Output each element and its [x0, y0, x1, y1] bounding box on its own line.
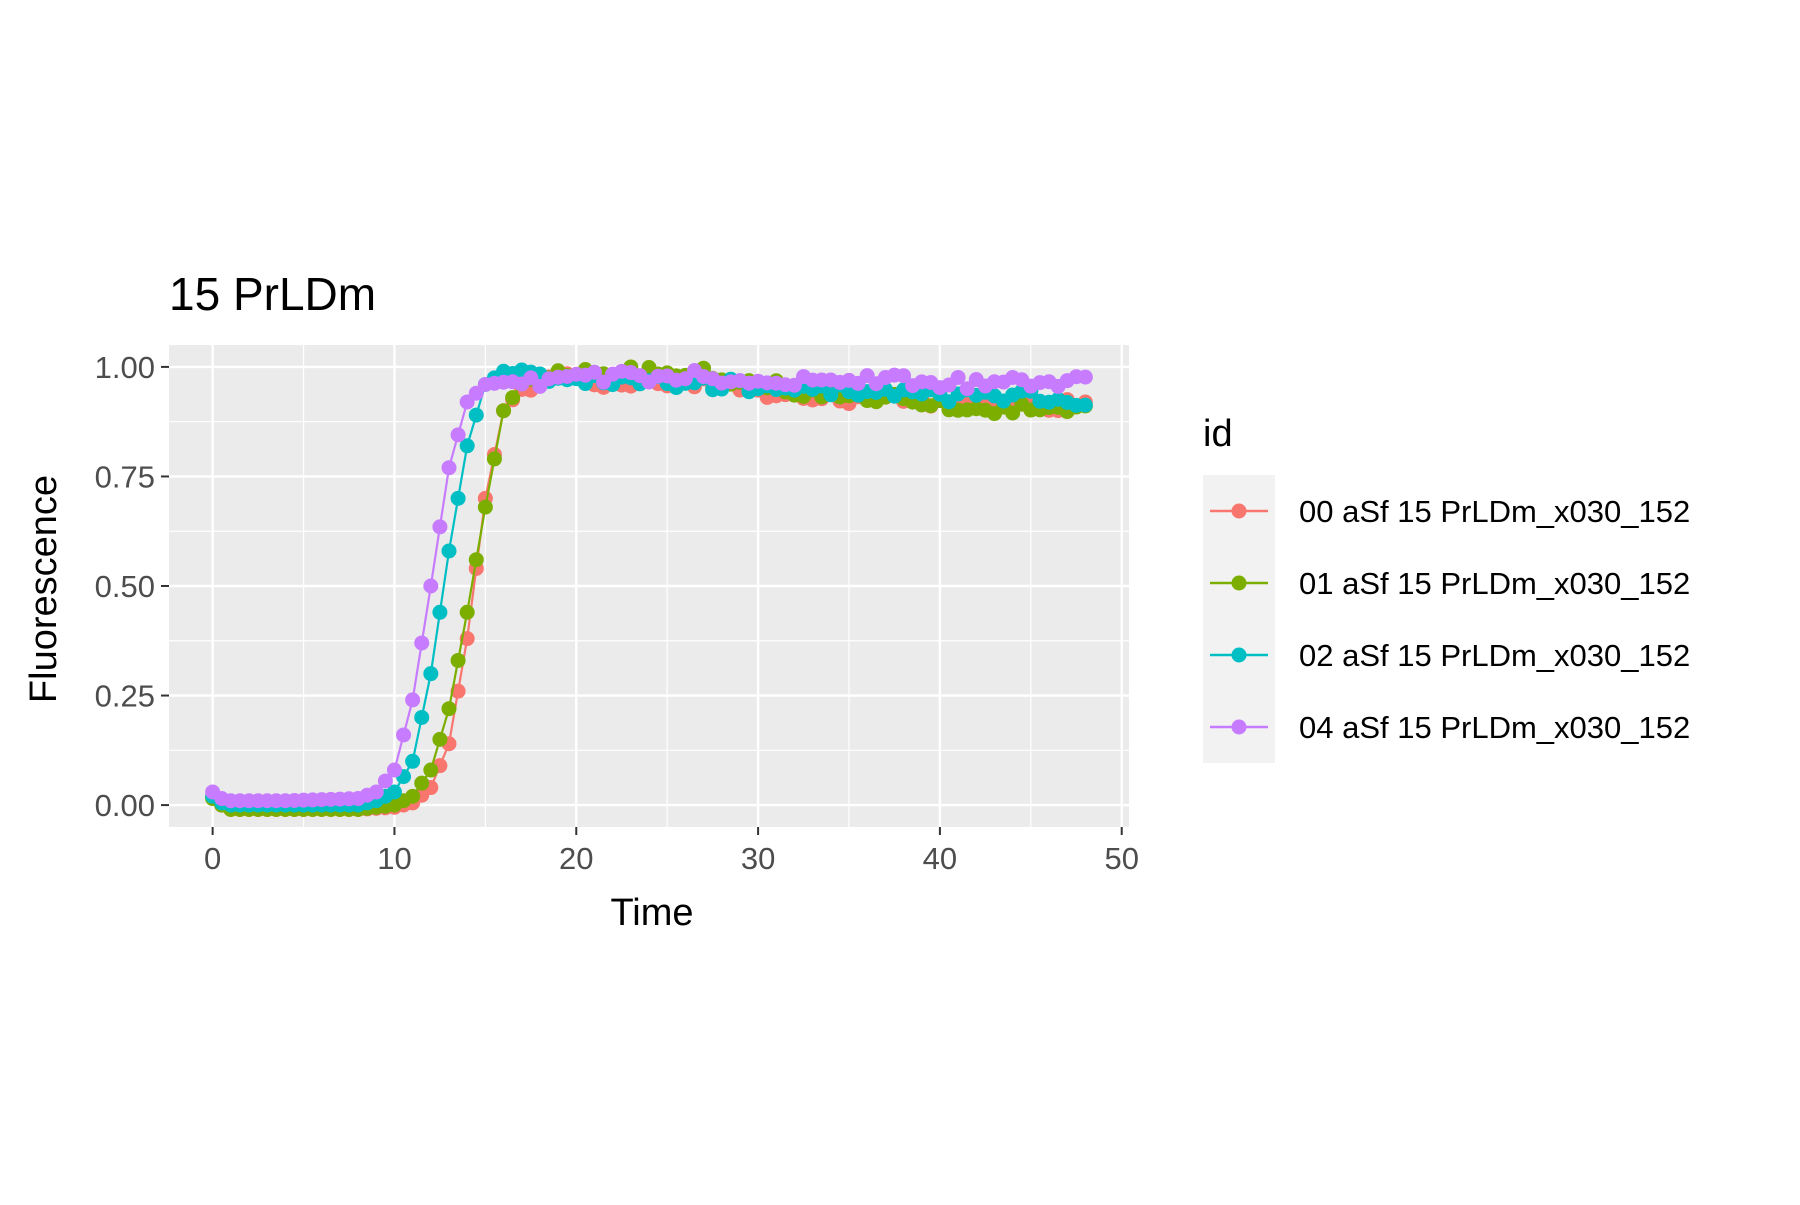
data-point: [450, 490, 466, 506]
data-point: [468, 407, 484, 423]
axes: 0 10 20 30 40 50 0.00 0.25 0.50 0.75 1.00: [95, 350, 1139, 876]
x-tick-label: 20: [559, 841, 593, 876]
data-point: [368, 784, 384, 800]
data-point: [1077, 369, 1093, 385]
data-point: [468, 552, 484, 568]
data-point: [823, 387, 839, 403]
data-point: [450, 652, 466, 668]
data-point: [405, 788, 421, 804]
x-tick-label: 30: [741, 841, 775, 876]
data-point: [432, 731, 448, 747]
data-point: [459, 438, 475, 454]
data-point: [432, 604, 448, 620]
data-point: [386, 784, 402, 800]
legend-label: 02 aSf 15 PrLDm_x030_152: [1299, 638, 1690, 673]
legend-title: id: [1203, 413, 1233, 455]
y-tick-label: 0.75: [95, 459, 155, 494]
legend-label: 04 aSf 15 PrLDm_x030_152: [1299, 710, 1690, 745]
data-point: [405, 753, 421, 769]
data-layer: [205, 359, 1093, 817]
data-point: [1077, 397, 1093, 413]
data-point: [414, 775, 430, 791]
data-point: [496, 403, 512, 419]
data-point: [441, 543, 457, 559]
x-tick-label: 0: [204, 841, 221, 876]
y-tick-label: 0.50: [95, 569, 155, 604]
y-tick-label: 1.00: [95, 350, 155, 385]
data-point: [441, 460, 457, 476]
data-point: [441, 701, 457, 717]
legend-label: 01 aSf 15 PrLDm_x030_152: [1299, 566, 1690, 601]
data-point: [396, 727, 412, 743]
data-point: [414, 635, 430, 651]
x-tick-label: 10: [377, 841, 411, 876]
x-tick-label: 50: [1104, 841, 1138, 876]
legend-key-point: [1231, 647, 1247, 663]
data-point: [377, 773, 393, 789]
data-point: [423, 762, 439, 778]
legend: id 00 aSf 15 PrLDm_x030_152 01 aSf 15 PrL…: [1203, 413, 1690, 763]
plot-panel: [169, 345, 1129, 827]
data-point: [477, 499, 493, 515]
y-tick-label: 0.25: [95, 679, 155, 714]
data-point: [386, 762, 402, 778]
x-tick-label: 40: [923, 841, 957, 876]
legend-key-background: [1203, 475, 1275, 763]
data-point: [432, 519, 448, 535]
y-axis-label: Fluorescence: [23, 475, 65, 703]
data-point: [505, 390, 521, 406]
legend-key-point: [1231, 719, 1247, 735]
data-point: [896, 368, 912, 384]
data-point: [586, 364, 602, 380]
data-point: [486, 451, 502, 467]
y-tick-label: 0.00: [95, 788, 155, 823]
legend-key-point: [1231, 503, 1247, 519]
series-3: [205, 363, 1093, 809]
data-point: [450, 427, 466, 443]
legend-key-point: [1231, 575, 1247, 591]
data-point: [423, 666, 439, 682]
data-point: [405, 692, 421, 708]
data-point: [950, 369, 966, 385]
data-point: [450, 683, 466, 699]
data-point: [423, 578, 439, 594]
legend-label: 00 aSf 15 PrLDm_x030_152: [1299, 494, 1690, 529]
x-axis-label: Time: [610, 892, 693, 934]
data-point: [959, 381, 975, 397]
data-point: [414, 709, 430, 725]
chart-title: 15 PrLDm: [169, 268, 376, 320]
data-point: [459, 604, 475, 620]
